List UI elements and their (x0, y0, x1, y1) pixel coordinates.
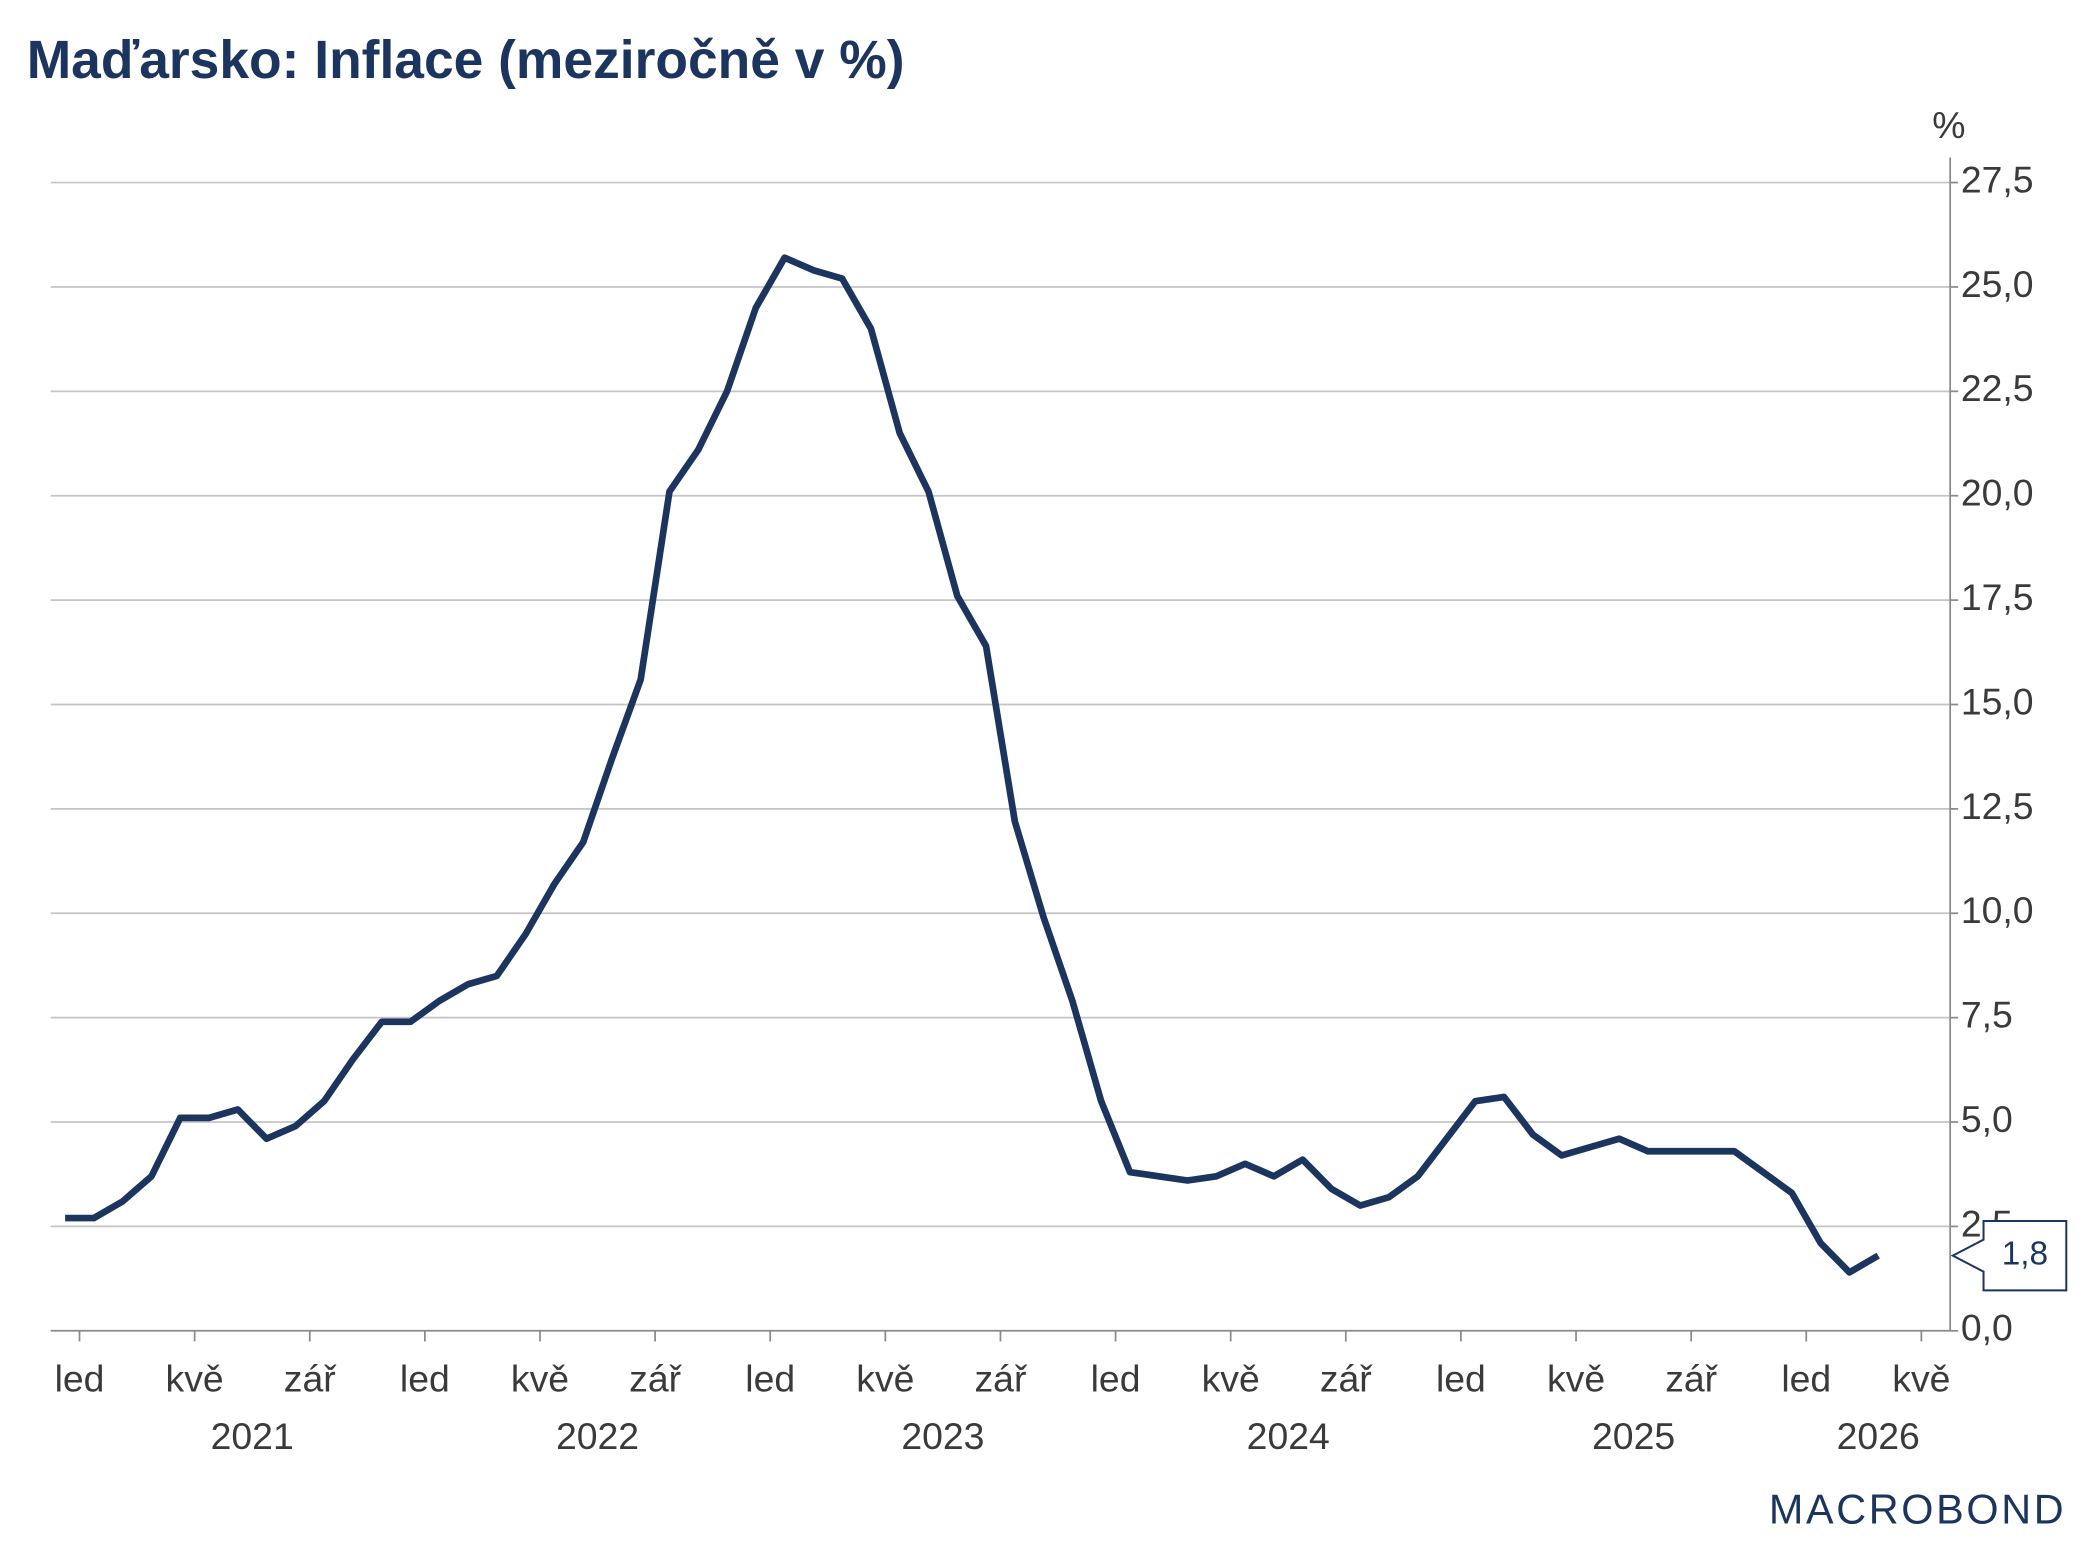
x-tick-label: kvě (166, 1357, 224, 1399)
x-tick-label: zář (974, 1357, 1027, 1399)
y-tick-label: 10,0 (1961, 889, 2034, 931)
x-tick-label: zář (629, 1357, 682, 1399)
x-tick-label: kvě (511, 1357, 569, 1399)
y-tick-label: 7,5 (1961, 994, 2013, 1036)
year-label: 2025 (1592, 1415, 1675, 1457)
y-tick-label: 27,5 (1961, 158, 2034, 200)
x-tick-label: kvě (1202, 1357, 1260, 1399)
x-tick-label: led (745, 1357, 795, 1399)
year-label: 2026 (1837, 1415, 1920, 1457)
year-label: 2023 (901, 1415, 984, 1457)
x-tick-label: kvě (856, 1357, 914, 1399)
year-label: 2021 (211, 1415, 294, 1457)
data-line (65, 254, 1880, 1276)
y-tick-label: 20,0 (1961, 472, 2034, 514)
x-tick-label: kvě (1547, 1357, 1605, 1399)
y-tick-label: 5,0 (1961, 1098, 2013, 1140)
value-callout (1950, 1219, 2068, 1292)
value-label: 1,8 (2002, 1235, 2048, 1272)
y-tick-label: 25,0 (1961, 263, 2034, 305)
year-label: 2024 (1247, 1415, 1330, 1457)
y-tick-label: 0,0 (1961, 1307, 2013, 1349)
x-tick-label: led (55, 1357, 105, 1399)
x-tick-label: led (400, 1357, 450, 1399)
x-tick-label: led (1781, 1357, 1831, 1399)
x-tick-label: zář (1320, 1357, 1373, 1399)
x-tick-label: led (1436, 1357, 1486, 1399)
y-tick-label: 22,5 (1961, 367, 2034, 409)
y-tick-label: 15,0 (1961, 680, 2034, 722)
x-tick-label: zář (1665, 1357, 1718, 1399)
x-tick-label: kvě (1892, 1357, 1950, 1399)
brand-logo: MACROBOND (1769, 1486, 2066, 1532)
x-tick-label: led (1091, 1357, 1141, 1399)
x-tick-label: zář (284, 1357, 337, 1399)
chart-title: Maďarsko: Inflace (meziročně v %) (27, 31, 905, 90)
y-tick-label: 17,5 (1961, 576, 2034, 618)
year-label: 2022 (556, 1415, 639, 1457)
y-unit: % (1932, 104, 1965, 146)
y-tick-label: 12,5 (1961, 785, 2034, 827)
